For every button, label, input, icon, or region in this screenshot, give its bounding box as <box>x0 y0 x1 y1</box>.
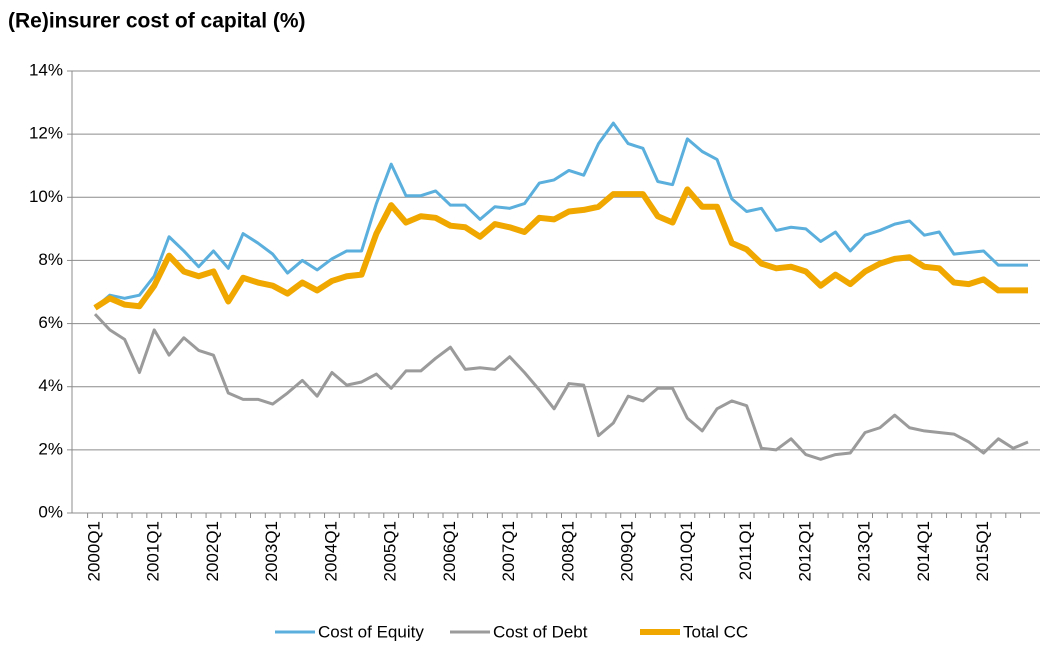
chart-title: (Re)insurer cost of capital (%) <box>8 10 306 33</box>
x-tick-label: 2014Q1 <box>914 521 933 582</box>
x-tick-label: 2003Q1 <box>262 521 281 582</box>
x-tick-label: 2013Q1 <box>855 521 874 582</box>
x-tick-label: 2002Q1 <box>203 521 222 582</box>
legend-label: Cost of Equity <box>318 622 424 641</box>
y-tick-label: 2% <box>38 439 63 458</box>
x-tick-label: 2012Q1 <box>795 521 814 582</box>
y-tick-label: 10% <box>29 187 63 206</box>
y-tick-label: 14% <box>29 60 63 79</box>
x-tick-label: 2009Q1 <box>618 521 637 582</box>
y-tick-label: 8% <box>38 250 63 269</box>
line-series <box>93 313 1029 461</box>
x-tick-label: 2000Q1 <box>84 521 103 582</box>
legend-label: Cost of Debt <box>493 622 588 641</box>
x-tick-label: 2015Q1 <box>973 521 992 582</box>
legend-label: Total CC <box>683 622 748 641</box>
x-tick-label: 2001Q1 <box>144 521 163 582</box>
x-tick-label: 2004Q1 <box>321 521 340 582</box>
y-tick-label: 12% <box>29 124 63 143</box>
y-tick-label: 6% <box>38 313 63 332</box>
x-tick-label: 2007Q1 <box>499 521 518 582</box>
x-tick-label: 2005Q1 <box>381 521 400 582</box>
x-tick-label: 2011Q1 <box>736 521 755 580</box>
y-tick-label: 0% <box>38 502 63 521</box>
line-series <box>94 121 1028 309</box>
x-tick-label: 2006Q1 <box>440 521 459 582</box>
y-tick-label: 4% <box>38 376 63 395</box>
x-tick-label: 2008Q1 <box>558 521 577 582</box>
x-tick-label: 2010Q1 <box>677 521 696 582</box>
line-series <box>93 186 1028 311</box>
